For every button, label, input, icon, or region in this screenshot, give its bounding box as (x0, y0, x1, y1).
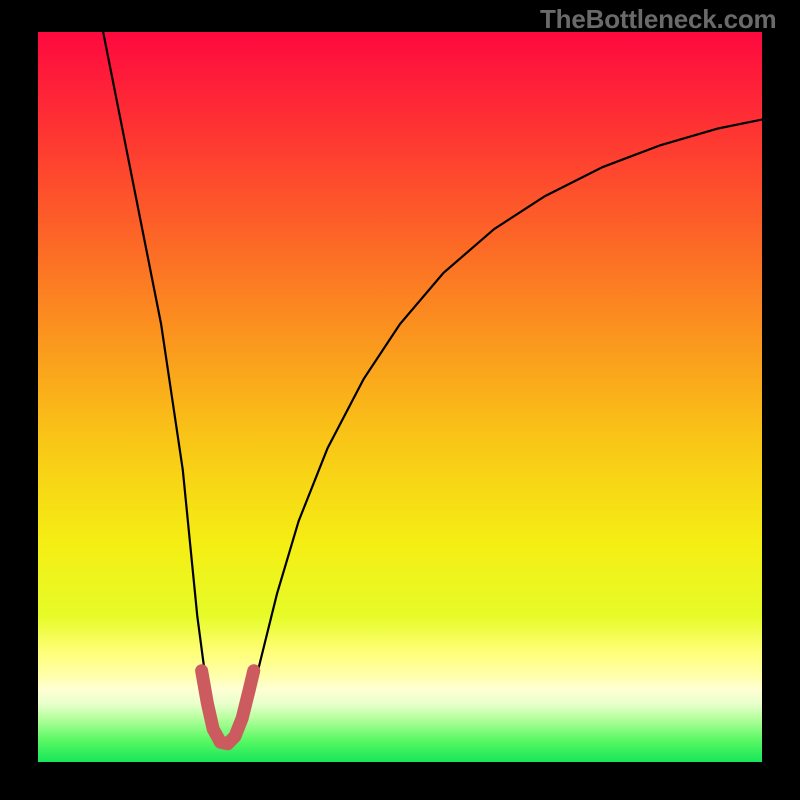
plot-area (38, 32, 762, 762)
watermark-text: TheBottleneck.com (540, 4, 776, 35)
chart-frame: TheBottleneck.com (0, 0, 800, 800)
